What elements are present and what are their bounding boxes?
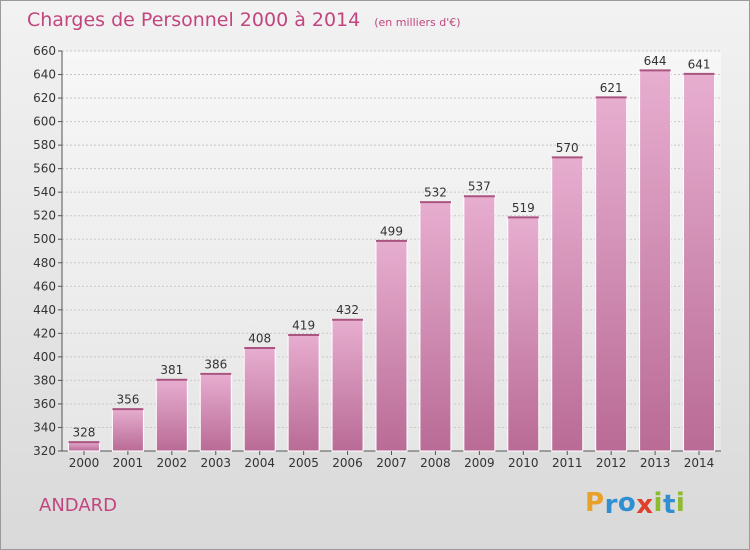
bar bbox=[595, 96, 628, 452]
y-tick-label: 620 bbox=[33, 91, 56, 105]
x-tick-label: 2008 bbox=[420, 456, 451, 470]
x-tick-label: 2001 bbox=[113, 456, 144, 470]
y-tick-label: 340 bbox=[33, 420, 56, 434]
bar-value-label: 499 bbox=[380, 224, 403, 238]
x-tick-label: 2004 bbox=[244, 456, 275, 470]
bar-value-label: 519 bbox=[512, 201, 535, 215]
y-tick-label: 480 bbox=[33, 256, 56, 270]
proxiti-logo: Proxiti bbox=[585, 488, 686, 520]
bar bbox=[639, 69, 672, 452]
logo-letter: i bbox=[653, 488, 663, 518]
bar-value-label: 570 bbox=[556, 141, 579, 155]
y-tick-label: 500 bbox=[33, 232, 56, 246]
x-tick-label: 2013 bbox=[640, 456, 671, 470]
x-tick-label: 2007 bbox=[376, 456, 407, 470]
y-tick-label: 320 bbox=[33, 444, 56, 458]
bar bbox=[551, 156, 584, 452]
y-tick-label: 360 bbox=[33, 397, 56, 411]
bar bbox=[463, 195, 496, 452]
x-tick-label: 2005 bbox=[288, 456, 319, 470]
x-tick-label: 2012 bbox=[596, 456, 627, 470]
x-tick-label: 2010 bbox=[508, 456, 539, 470]
bar bbox=[155, 378, 188, 452]
bar-value-label: 328 bbox=[73, 426, 96, 440]
chart-title: Charges de Personnel 2000 à 2014 bbox=[27, 9, 361, 31]
chart-subtitle: (en milliers d'€) bbox=[374, 16, 461, 29]
bar-value-label: 644 bbox=[644, 54, 667, 68]
logo-letter: o bbox=[617, 488, 637, 518]
bar bbox=[199, 372, 232, 452]
bar-value-label: 386 bbox=[204, 357, 227, 371]
logo-letter: t bbox=[662, 490, 676, 520]
bar-value-label: 532 bbox=[424, 186, 447, 200]
x-tick-label: 2000 bbox=[69, 456, 100, 470]
y-tick-label: 560 bbox=[33, 162, 56, 176]
logo-letter: r bbox=[604, 490, 618, 520]
bar bbox=[375, 239, 408, 452]
logo-letter: i bbox=[675, 488, 686, 518]
x-tick-label: 2002 bbox=[157, 456, 188, 470]
bar-value-label: 381 bbox=[160, 363, 183, 377]
y-tick-label: 660 bbox=[33, 44, 56, 58]
bar bbox=[419, 201, 452, 452]
logo-letter: x bbox=[636, 490, 654, 520]
y-tick-label: 400 bbox=[33, 350, 56, 364]
bar-value-label: 432 bbox=[336, 303, 359, 317]
chart-title-block: Charges de Personnel 2000 à 2014 (en mill… bbox=[27, 9, 461, 31]
y-tick-label: 460 bbox=[33, 279, 56, 293]
x-tick-label: 2014 bbox=[684, 456, 715, 470]
y-tick-label: 640 bbox=[33, 68, 56, 82]
x-tick-label: 2009 bbox=[464, 456, 495, 470]
bar-value-label: 641 bbox=[688, 57, 711, 71]
logo-letter: P bbox=[585, 488, 605, 518]
bar bbox=[111, 408, 144, 452]
x-tick-label: 2006 bbox=[332, 456, 363, 470]
bar bbox=[331, 318, 364, 452]
bar bbox=[507, 216, 540, 452]
bar bbox=[287, 334, 320, 452]
y-tick-label: 580 bbox=[33, 138, 56, 152]
bar-value-label: 537 bbox=[468, 180, 491, 194]
y-tick-label: 540 bbox=[33, 185, 56, 199]
bar-chart: 320 340 360 380 400 420 440 460 480 500 520 540 560 5… bbox=[33, 44, 721, 470]
bar-value-label: 356 bbox=[116, 393, 139, 407]
bar-value-label: 621 bbox=[600, 81, 623, 95]
y-tick-label: 440 bbox=[33, 303, 56, 317]
bar-value-label: 408 bbox=[248, 331, 271, 345]
bar bbox=[243, 346, 276, 452]
x-tick-label: 2011 bbox=[552, 456, 583, 470]
bar bbox=[683, 72, 716, 452]
y-tick-label: 600 bbox=[33, 115, 56, 129]
bar-value-label: 419 bbox=[292, 319, 315, 333]
y-tick-label: 380 bbox=[33, 373, 56, 387]
y-tick-label: 520 bbox=[33, 209, 56, 223]
y-tick-label: 420 bbox=[33, 326, 56, 340]
x-tick-label: 2003 bbox=[200, 456, 231, 470]
location-name: ANDARD bbox=[39, 495, 118, 516]
